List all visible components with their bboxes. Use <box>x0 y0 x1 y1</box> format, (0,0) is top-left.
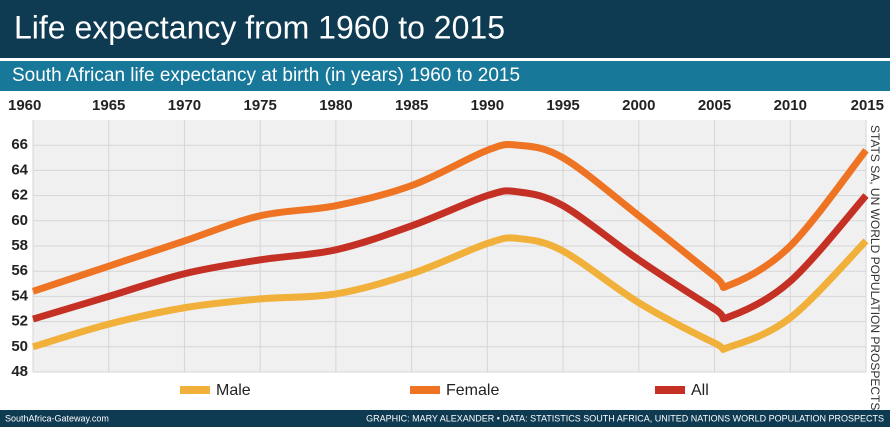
chart-subtitle: South African life expectancy at birth (… <box>12 65 520 86</box>
y-tick-label: 52 <box>11 313 28 330</box>
x-tick-label: 1990 <box>471 97 504 114</box>
y-tick-label: 60 <box>11 212 28 229</box>
footer-bar <box>0 410 890 427</box>
legend-swatch <box>180 386 210 394</box>
legend-label: All <box>691 382 709 399</box>
chart-title: Life expectancy from 1960 to 2015 <box>14 9 505 45</box>
y-tick-label: 48 <box>11 363 28 380</box>
line <box>31 187 869 323</box>
title-bar <box>0 0 890 58</box>
legend-swatch <box>410 386 440 394</box>
y-tick-label: 66 <box>11 136 28 153</box>
x-tick-label: 1970 <box>168 97 201 114</box>
x-tick-label: 2005 <box>698 97 731 114</box>
y-tick-label: 64 <box>11 161 28 178</box>
y-tick-label: 56 <box>11 262 28 279</box>
x-tick-label: 1965 <box>92 97 125 114</box>
legend-label: Male <box>216 382 251 399</box>
x-tick-label: 1980 <box>319 97 352 114</box>
legend-label: Female <box>446 382 499 399</box>
x-tick-label: 1995 <box>546 97 579 114</box>
y-tick-label: 58 <box>11 237 28 254</box>
x-tick-label: 1985 <box>395 97 428 114</box>
x-tick-label: 2000 <box>622 97 655 114</box>
subtitle-bar <box>0 61 890 91</box>
y-tick-label: 62 <box>11 187 28 204</box>
x-tick-label: 1960 <box>8 97 41 114</box>
footer-site: SouthAfrica-Gateway.com <box>5 413 109 423</box>
line <box>31 234 869 353</box>
line <box>31 140 869 295</box>
x-tick-label: 2015 <box>851 97 884 114</box>
legend-swatch <box>655 386 685 394</box>
y-tick-label: 50 <box>11 338 28 355</box>
x-tick-label: 2010 <box>774 97 807 114</box>
source: STATS SA, UN WORLD POPULATION PROSPECTS <box>868 125 882 410</box>
x-tick-label: 1975 <box>243 97 276 114</box>
y-tick-label: 54 <box>11 287 28 304</box>
footer-credit: GRAPHIC: MARY ALEXANDER • DATA: STATISTI… <box>366 413 884 423</box>
